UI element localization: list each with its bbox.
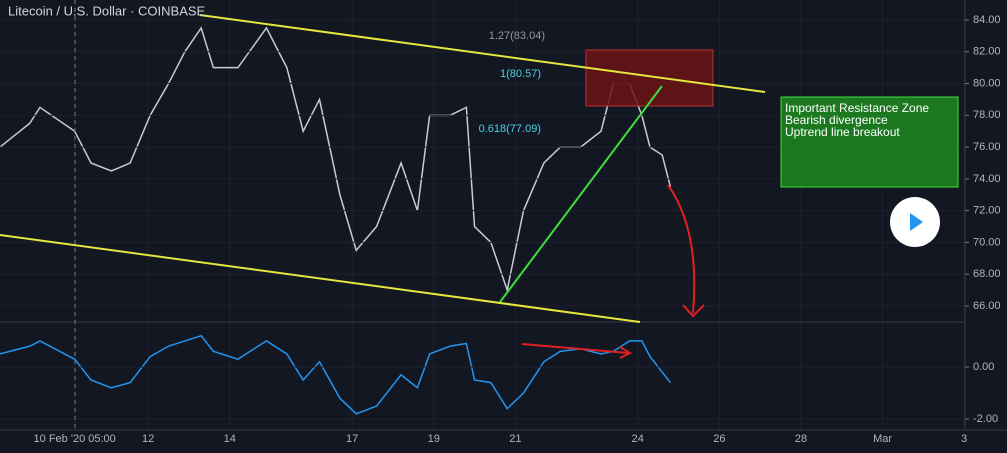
y-tick-label: 82.00 — [973, 46, 1001, 58]
x-tick-label: 19 — [428, 433, 440, 445]
x-tick-label: 14 — [224, 433, 236, 445]
play-button[interactable] — [890, 197, 940, 247]
fib-label: 0.618(77.09) — [479, 123, 541, 135]
y-tick-label: 84.00 — [973, 14, 1001, 26]
y-tick-label: 68.00 — [973, 268, 1001, 280]
note-text: Bearish divergence — [785, 113, 888, 127]
y-tick-label: 78.00 — [973, 109, 1001, 121]
x-tick-label: Mar — [873, 433, 892, 445]
x-tick-label: 28 — [795, 433, 807, 445]
y-tick-label: 70.00 — [973, 236, 1001, 248]
x-tick-label: 24 — [632, 433, 644, 445]
y-tick-label: 72.00 — [973, 205, 1001, 217]
x-tick-label: 21 — [509, 433, 521, 445]
uptrend-line — [499, 85, 663, 303]
x-tick-label: 17 — [346, 433, 358, 445]
fib-label: 1(80.57) — [500, 68, 541, 80]
note-box — [780, 96, 959, 188]
price-axis — [965, 0, 1007, 448]
play-icon[interactable] — [910, 213, 923, 231]
price-line — [0, 334, 671, 415]
arrow-head — [682, 304, 705, 318]
trend-line — [0, 234, 641, 323]
x-tick-label: 10 Feb '20 05:00 — [34, 433, 116, 445]
y-tick-label: 74.00 — [973, 173, 1001, 185]
arrow-head — [619, 346, 633, 359]
divergence-arrow — [521, 343, 629, 354]
x-tick-label: 12 — [142, 433, 154, 445]
resistance-zone — [585, 49, 714, 107]
y-tick-label: 66.00 — [973, 300, 1001, 312]
y-tick-label: 80.00 — [973, 77, 1001, 89]
fib-label: 1.27(83.04) — [489, 30, 545, 42]
note-text: Important Resistance Zone — [785, 101, 929, 115]
chart-title: Litecoin / U.S. Dollar · COINBASE — [8, 3, 206, 18]
x-tick-label: 3 — [961, 433, 967, 445]
y-tick-label: 76.00 — [973, 141, 1001, 153]
y-tick-label: -2.00 — [973, 413, 998, 425]
x-tick-label: 26 — [713, 433, 725, 445]
y-tick-label: 0.00 — [973, 361, 994, 373]
arrow — [667, 184, 696, 314]
note-text: Uptrend line breakout — [785, 125, 900, 139]
trend-line — [199, 14, 766, 93]
